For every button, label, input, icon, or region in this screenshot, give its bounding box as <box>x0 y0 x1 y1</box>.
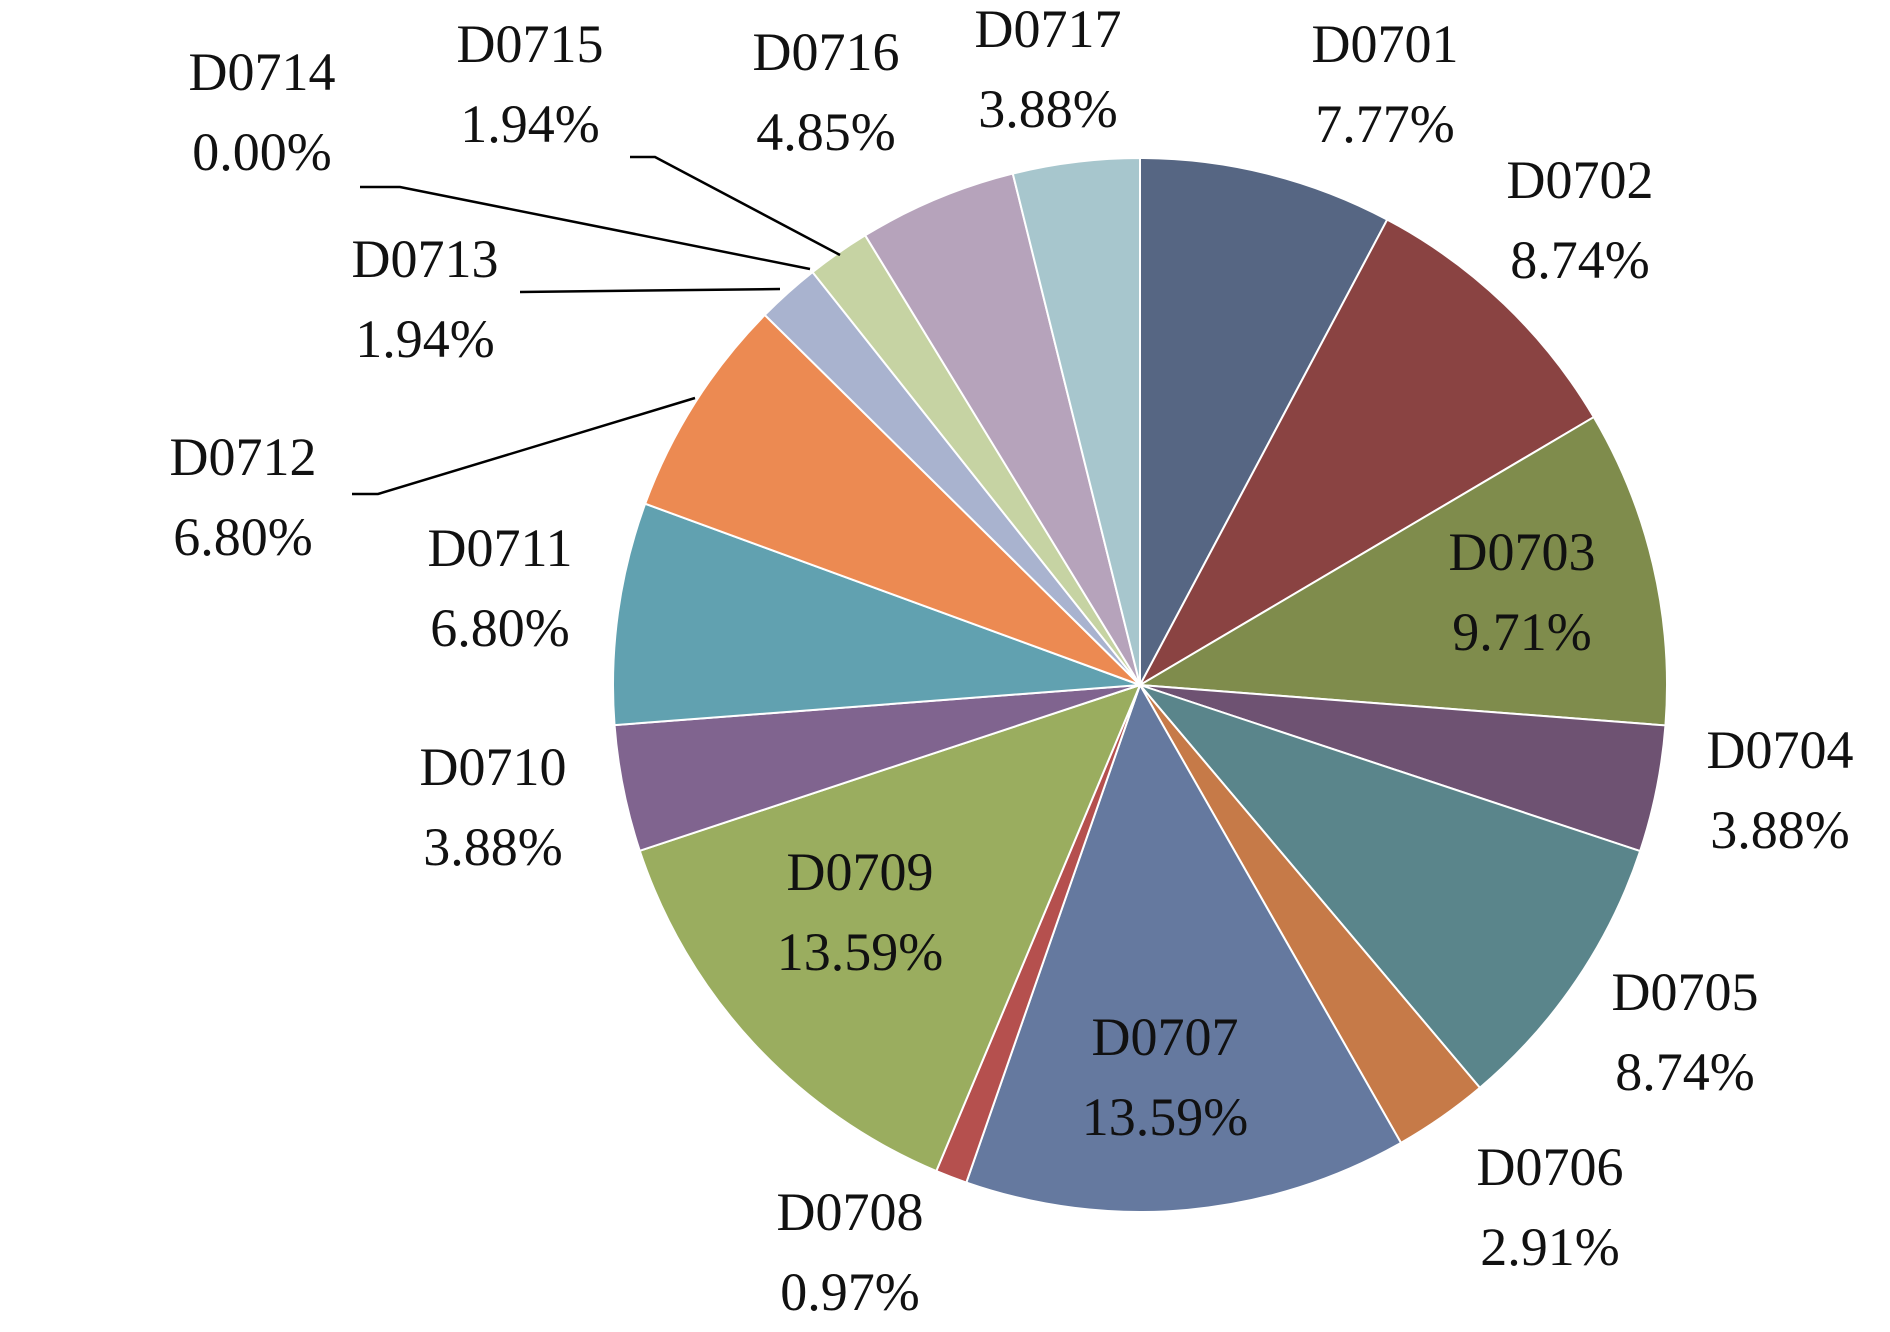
slice-label-name: D0706 <box>1477 1137 1624 1197</box>
slice-label-name: D0710 <box>420 737 567 797</box>
pie-slices <box>612 156 1668 1213</box>
leader-line-d0713 <box>519 287 781 294</box>
slice-label-value: 3.88% <box>978 79 1117 139</box>
slice-d0701 <box>1139 156 1389 686</box>
slice-label-value: 13.59% <box>777 922 943 982</box>
slice-label-name: D0712 <box>170 427 317 487</box>
slice-label-name: D0716 <box>753 22 900 82</box>
slice-d0703 <box>1136 415 1668 727</box>
slice-d0717 <box>1011 156 1141 686</box>
slice-label-name: D0702 <box>1507 150 1654 210</box>
slice-label-d0709: D0709 13.59% <box>777 842 943 982</box>
slice-label-name: D0705 <box>1612 962 1759 1022</box>
slice-label-d0704: D0704 3.88% <box>1707 720 1854 860</box>
slice-label-d0716: D0716 4.85% <box>753 22 900 162</box>
leader-line-d0714 <box>360 185 811 271</box>
slice-label-d0708: D0708 0.97% <box>777 1182 924 1322</box>
slice-d0702 <box>1137 218 1596 688</box>
slice-label-value: 3.88% <box>423 817 562 877</box>
slice-label-name: D0701 <box>1312 14 1459 74</box>
slice-label-name: D0711 <box>428 518 573 578</box>
slice-label-name: D0709 <box>787 842 934 902</box>
slice-d0716 <box>863 172 1141 686</box>
slice-label-d0713: D0713 1.94% <box>352 229 499 369</box>
slice-label-name: D0707 <box>1092 1007 1239 1067</box>
leader-lines <box>352 155 841 496</box>
slice-label-value: 8.74% <box>1615 1042 1754 1102</box>
slice-d0707 <box>965 682 1403 1213</box>
leader-line-d0715 <box>630 155 841 257</box>
leader-line-d0712 <box>352 396 696 496</box>
slice-label-name: D0717 <box>975 0 1122 59</box>
slice-d0711 <box>612 502 1141 727</box>
slice-label-value: 8.74% <box>1510 230 1649 290</box>
slice-label-d0710: D0710 3.88% <box>420 737 567 877</box>
slice-label-value: 0.97% <box>780 1262 919 1322</box>
slice-label-d0703: D0703 9.71% <box>1449 522 1596 662</box>
slice-label-value: 6.80% <box>430 598 569 658</box>
slice-label-value: 0.00% <box>192 122 331 182</box>
slice-label-value: 3.88% <box>1710 800 1849 860</box>
slice-label-name: D0704 <box>1707 720 1854 780</box>
slice-label-value: 7.77% <box>1315 94 1454 154</box>
slice-label-name: D0703 <box>1449 522 1596 582</box>
slice-label-d0717: D0717 3.88% <box>975 0 1122 139</box>
slice-label-d0712: D0712 6.80% <box>170 427 317 567</box>
slice-label-name: D0715 <box>457 14 604 74</box>
slice-labels: D0701 7.77% D0702 8.74% D0703 9.71% D0704 3.88%… <box>170 0 1854 1322</box>
slice-label-name: D0713 <box>352 229 499 289</box>
slice-label-d0714: D0714 0.00% <box>189 42 336 182</box>
slice-label-d0702: D0702 8.74% <box>1507 150 1654 290</box>
slice-label-name: D0708 <box>777 1182 924 1242</box>
slice-label-value: 1.94% <box>460 94 599 154</box>
slice-label-value: 1.94% <box>355 309 494 369</box>
slice-label-name: D0714 <box>189 42 336 102</box>
slice-label-d0705: D0705 8.74% <box>1612 962 1759 1102</box>
slice-d0712 <box>643 313 1141 686</box>
slice-label-value: 13.59% <box>1082 1087 1248 1147</box>
slice-label-value: 2.91% <box>1480 1217 1619 1277</box>
slice-label-d0715: D0715 1.94% <box>457 14 604 154</box>
slice-label-value: 9.71% <box>1452 602 1591 662</box>
slice-d0709 <box>638 683 1142 1173</box>
slice-label-value: 4.85% <box>756 102 895 162</box>
slice-label-d0707: D0707 13.59% <box>1082 1007 1248 1147</box>
slice-label-d0711: D0711 6.80% <box>428 518 573 658</box>
slice-label-d0701: D0701 7.77% <box>1312 14 1459 154</box>
slice-label-value: 6.80% <box>173 507 312 567</box>
slice-d0705 <box>1136 682 1642 1090</box>
slice-label-d0706: D0706 2.91% <box>1477 1137 1624 1277</box>
